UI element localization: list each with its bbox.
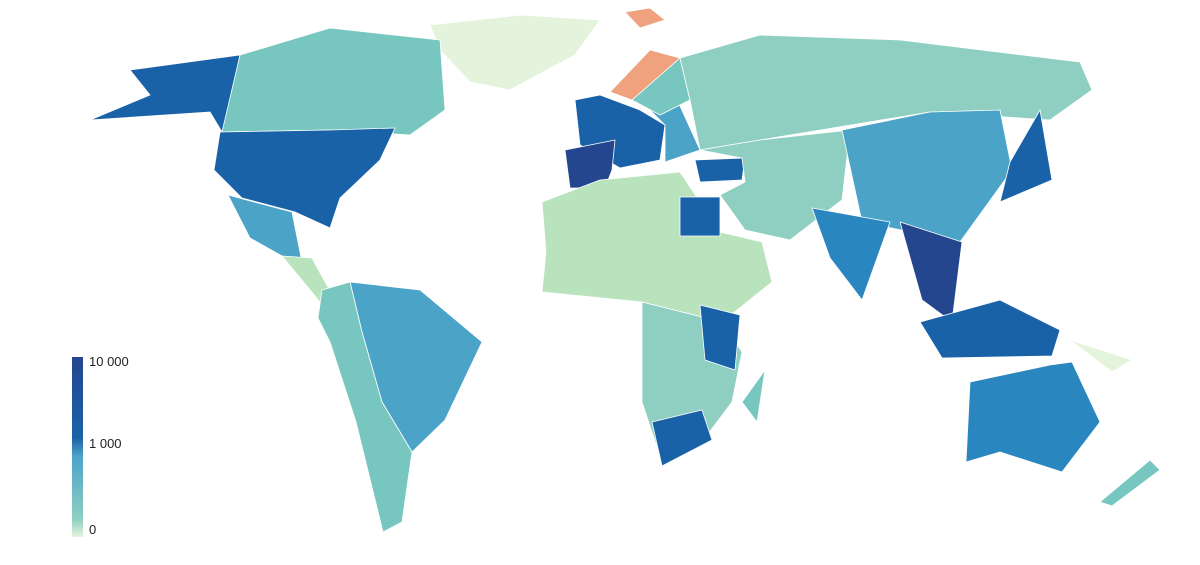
region-western-south-america[interactable] xyxy=(317,281,413,533)
region-svalbard[interactable] xyxy=(624,7,666,29)
region-usa[interactable] xyxy=(213,127,396,229)
legend-color-bar xyxy=(72,357,83,537)
region-turkey[interactable] xyxy=(694,157,746,183)
legend-label-mid: 1 000 xyxy=(89,436,122,451)
region-new-zealand[interactable] xyxy=(1099,459,1161,507)
region-greenland[interactable] xyxy=(429,14,601,91)
region-indonesia-philippines[interactable] xyxy=(919,299,1061,359)
region-japan[interactable] xyxy=(999,109,1053,203)
region-australia[interactable] xyxy=(965,361,1101,473)
region-north-africa[interactable] xyxy=(541,171,773,323)
legend-label-min: 0 xyxy=(89,522,97,537)
region-madagascar[interactable] xyxy=(741,369,766,423)
region-russia[interactable] xyxy=(679,34,1093,151)
region-egypt[interactable] xyxy=(679,196,721,237)
region-east-africa[interactable] xyxy=(699,304,741,371)
region-middle-east-central-asia[interactable] xyxy=(699,129,851,241)
region-canada[interactable] xyxy=(219,27,446,136)
region-south-africa[interactable] xyxy=(651,409,713,467)
legend-label-max: 10 000 xyxy=(89,354,129,369)
region-papua-new-guinea[interactable] xyxy=(1069,339,1133,373)
region-alaska[interactable] xyxy=(89,54,241,133)
region-india[interactable] xyxy=(811,207,891,301)
